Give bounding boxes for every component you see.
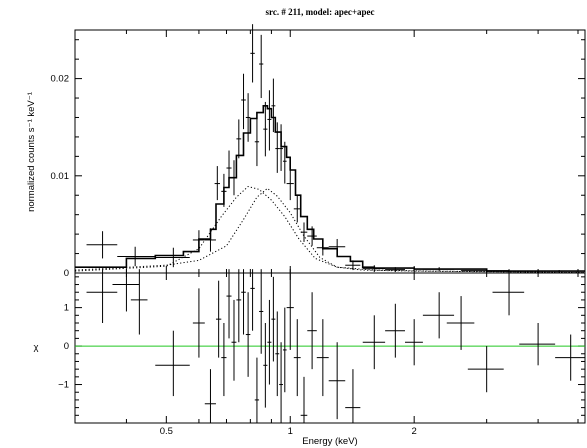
spectrum-data-point [307,226,317,246]
spectrum-data-point [282,141,287,184]
spectrum-panel: 0 0.01 0.02 [51,24,586,279]
spectrum-data-point [155,247,190,268]
residual-data-point [86,269,118,323]
residual-data-point [467,346,504,393]
spectrum-data-point [279,124,283,171]
residual-data-point [328,342,346,420]
residual-data-point [130,269,148,335]
spectrum-data-point [422,267,455,272]
residual-data-point [362,315,386,370]
residual-data-point [492,269,525,316]
y-tick-label: 0 [64,268,69,279]
residual-data-point [215,280,222,358]
residual-data-point [236,269,242,343]
spectrum-data-point [362,265,386,273]
residual-data-point [275,311,280,397]
spectrum-plot-frame [74,29,586,274]
residual-data-point [446,296,475,350]
spectrum-data-point [538,270,585,273]
spectrum-data-point [236,119,242,159]
spectrum-data-point [214,166,220,201]
model-component-1-line [74,185,586,273]
spectrum-data-point [245,93,251,142]
x-tick-label: 0.5 [160,426,173,437]
spectrum-data-point [226,150,232,186]
residual-data-point [555,334,585,381]
spectrum-data-point [328,238,346,254]
residual-data-point [250,269,255,331]
spectrum-data-point [86,231,118,259]
spectrum-data-point [231,160,237,196]
spectrum-data-point [293,195,301,223]
residual-data-point [422,292,455,339]
residual-data-point [112,269,140,312]
spectrum-y-axis-label: normalized counts s⁻¹ keV⁻¹ [26,92,37,212]
spectrum-data-point [286,166,294,201]
residual-data-point [300,376,308,423]
residual-data-point [221,323,227,397]
y-tick-label: 1 [64,303,69,314]
residual-data-point [263,323,268,408]
x-tick-label: 2 [412,426,417,437]
y-tick-label: 0.01 [51,171,70,182]
residual-data-point [286,269,294,350]
spectrum-data-point [204,228,216,252]
spectrum-data-point [221,173,227,207]
model-component-2-line [74,187,586,273]
residual-data-point [241,269,246,335]
residual-data-point [155,330,190,397]
spectrum-data-point [250,24,255,83]
x-tick-label: 1 [288,426,293,437]
spectrum-data-point [192,230,205,250]
spectrum-data-point [267,90,272,151]
chart-title: src. # 211, model: apec+apec [266,7,375,17]
spectrum-data-point [275,122,280,173]
y-tick-label: −1 [58,380,69,391]
spectrum-data-point [241,73,246,130]
residual-data-point [254,357,260,423]
residual-data-point [231,299,237,381]
residual-data-point [192,288,205,358]
spectrum-data-point [259,34,264,99]
spectrum-data-point [254,117,260,167]
residual-data-point [316,319,329,397]
spectrum-data-point [263,101,268,157]
residual-data-point [345,369,361,423]
spectrum-data-point [300,222,308,242]
residual-data-point [405,319,423,366]
spectrum-data-point [117,246,156,267]
spectrum-data-point [316,239,329,256]
residual-panel: 0.5 1 2 1 0 −1 [58,269,585,437]
residual-data-point [385,303,406,358]
residual-data-point [282,307,287,393]
spectrum-data-point [461,269,510,273]
residual-data-point [245,292,251,377]
residual-data-point [204,369,216,423]
residual-plot-frame [74,272,586,424]
residual-data-point [279,342,283,423]
y-tick-label: 0.02 [51,74,70,85]
residual-data-point [271,276,276,362]
residual-data-point [519,323,556,366]
residual-data-point [307,292,317,370]
y-tick-label: 0 [64,341,69,352]
spectrum-data-point [345,260,361,271]
spectrum-data-point [385,267,406,273]
residual-y-axis-label: χ [34,342,39,353]
spectrum-data-point [271,78,276,133]
residual-data-point [267,299,272,385]
x-axis-label: Energy (keV) [302,436,357,447]
residual-data-point [226,269,232,339]
residual-data-point [293,319,301,397]
residual-data-point [259,269,264,354]
